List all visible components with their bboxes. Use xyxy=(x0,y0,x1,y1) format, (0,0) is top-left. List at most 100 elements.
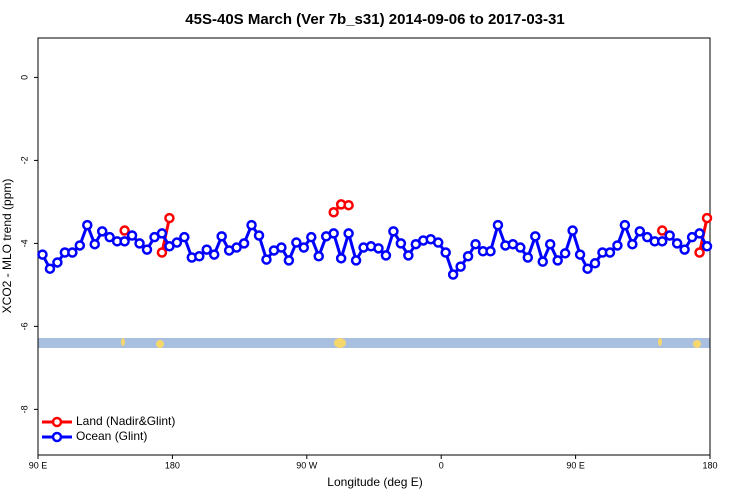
point xyxy=(582,263,593,274)
point xyxy=(44,263,56,274)
point xyxy=(619,219,631,231)
point xyxy=(530,231,541,242)
point xyxy=(432,237,444,248)
point xyxy=(119,225,130,236)
point xyxy=(343,199,354,211)
point xyxy=(156,228,168,239)
point xyxy=(261,254,272,265)
y-tick-label: -2 xyxy=(19,156,29,164)
point xyxy=(462,251,474,262)
point xyxy=(141,244,153,255)
point xyxy=(388,226,399,237)
x-tick-label: 90 E xyxy=(29,460,48,470)
land-marks xyxy=(121,338,701,348)
point xyxy=(179,231,190,243)
point xyxy=(694,228,705,239)
point xyxy=(612,240,623,251)
point xyxy=(395,238,407,249)
point xyxy=(470,238,481,250)
point xyxy=(694,247,705,258)
point xyxy=(574,249,586,260)
y-tick-label: -8 xyxy=(19,405,29,413)
point xyxy=(126,230,138,241)
point xyxy=(380,250,392,261)
point xyxy=(604,247,616,258)
chart-title: 45S-40S March (Ver 7b_s31) 2014-09-06 to… xyxy=(185,11,564,28)
point xyxy=(656,225,668,236)
point xyxy=(701,212,713,224)
point xyxy=(313,251,324,262)
point xyxy=(634,226,646,237)
x-tick-label: 180 xyxy=(702,460,717,470)
point xyxy=(328,207,339,218)
legend-label: Ocean (Glint) xyxy=(76,429,147,443)
point xyxy=(74,240,86,251)
point xyxy=(96,226,108,237)
x-tick-label: 0 xyxy=(439,460,444,470)
point xyxy=(373,243,384,254)
x-tick-label: 180 xyxy=(165,460,180,470)
point xyxy=(485,246,496,257)
point xyxy=(89,238,100,250)
point xyxy=(276,242,287,253)
point xyxy=(246,219,257,231)
point xyxy=(208,249,220,260)
point xyxy=(522,252,534,263)
point xyxy=(559,248,571,259)
legend-marker xyxy=(51,416,63,428)
point xyxy=(589,258,601,269)
point xyxy=(671,238,683,249)
point xyxy=(642,231,653,243)
point xyxy=(701,241,713,252)
y-tick-label: -4 xyxy=(19,239,29,247)
point xyxy=(201,244,212,255)
point xyxy=(291,237,302,248)
point xyxy=(537,256,548,267)
x-axis-label: Longitude (deg E) xyxy=(327,475,422,489)
point xyxy=(82,219,93,231)
point xyxy=(515,242,526,253)
point xyxy=(216,231,227,242)
y-tick-label: -6 xyxy=(19,322,29,330)
point xyxy=(679,244,690,255)
point xyxy=(447,269,459,280)
point xyxy=(544,238,556,250)
point xyxy=(656,236,668,247)
point xyxy=(52,257,63,268)
y-axis-label: XCO2 - MLO trend (ppm) xyxy=(0,179,14,314)
x-tick-label: 90 W xyxy=(296,460,318,470)
point xyxy=(455,261,466,272)
point xyxy=(298,242,310,253)
point xyxy=(343,228,354,239)
legend-marker xyxy=(51,431,63,443)
point xyxy=(67,247,78,258)
y-tick-label: 0 xyxy=(19,75,29,80)
point xyxy=(664,230,675,241)
point xyxy=(335,253,347,264)
point xyxy=(403,250,414,261)
point xyxy=(552,255,563,266)
point xyxy=(119,236,130,247)
point xyxy=(328,228,339,239)
point xyxy=(253,230,265,241)
point xyxy=(104,231,115,243)
point xyxy=(306,231,317,243)
surface-band xyxy=(38,338,710,348)
point xyxy=(238,238,250,249)
point xyxy=(37,249,48,260)
point xyxy=(492,219,504,231)
point xyxy=(156,247,168,258)
point xyxy=(440,247,451,258)
point xyxy=(171,237,183,248)
point xyxy=(283,255,295,266)
point xyxy=(164,212,175,224)
point xyxy=(627,238,638,250)
point xyxy=(134,238,145,249)
point xyxy=(350,255,362,266)
legend-label: Land (Nadir&Glint) xyxy=(76,414,175,428)
point xyxy=(231,242,242,253)
point xyxy=(194,251,205,262)
point xyxy=(567,225,578,236)
x-tick-label: 90 E xyxy=(566,460,585,470)
